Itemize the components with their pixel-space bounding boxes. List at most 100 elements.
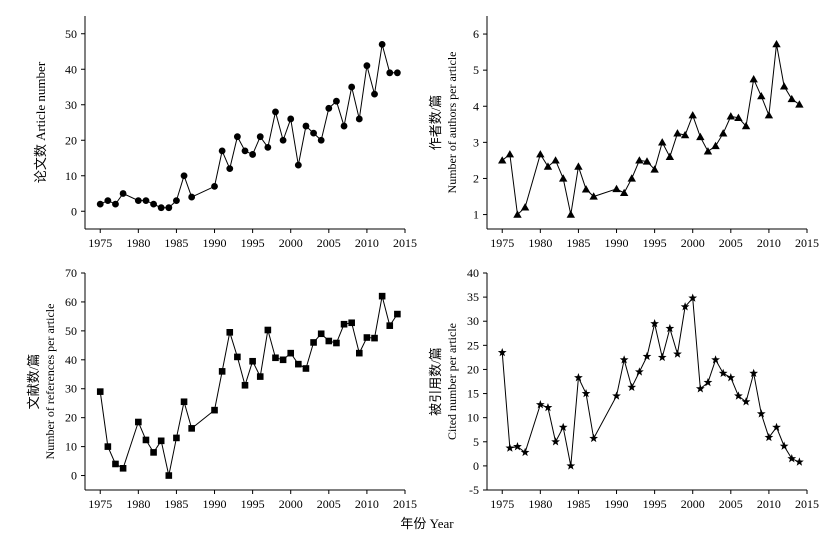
y-axis-title-cn: 被引用数/篇	[428, 347, 443, 416]
x-tick-label: 1975	[88, 497, 112, 511]
data-point	[104, 197, 112, 205]
data-point	[378, 292, 386, 300]
data-point	[142, 197, 150, 205]
y-axis-title-en: Number of references per article	[43, 304, 57, 460]
data-point	[513, 442, 522, 451]
data-point	[150, 449, 157, 456]
data-point	[726, 373, 736, 382]
data-point	[551, 156, 560, 164]
data-point	[363, 62, 371, 70]
data-point	[287, 349, 295, 357]
x-tick-label: 2010	[757, 497, 781, 511]
data-point	[310, 129, 317, 137]
data-point	[333, 339, 340, 347]
data-point	[348, 83, 356, 91]
data-point	[135, 418, 142, 426]
data-point	[589, 192, 598, 200]
data-point	[96, 388, 104, 395]
data-point	[566, 461, 576, 470]
data-point	[157, 204, 165, 212]
data-point	[795, 100, 804, 108]
y-tick-label: 2	[473, 171, 479, 185]
data-point	[386, 69, 394, 77]
y-tick-label: 0	[71, 204, 77, 218]
data-point	[680, 130, 690, 139]
data-point	[619, 188, 629, 197]
data-point	[378, 41, 386, 48]
data-point	[612, 184, 621, 193]
data-point	[635, 367, 644, 376]
data-point	[279, 136, 287, 144]
data-point	[104, 443, 112, 450]
data-point	[619, 355, 629, 364]
data-point	[650, 319, 659, 328]
data-point	[642, 157, 652, 165]
x-tick-label: 1995	[241, 236, 265, 250]
data-point	[734, 391, 743, 400]
y-tick-label: 30	[65, 98, 77, 112]
data-point	[226, 329, 234, 336]
data-point	[157, 437, 165, 445]
series-line	[501, 44, 800, 216]
data-point	[749, 74, 758, 83]
data-point	[505, 443, 515, 452]
data-point	[394, 310, 401, 318]
data-point	[635, 156, 644, 164]
data-point	[787, 94, 796, 103]
data-point	[772, 39, 781, 48]
data-point	[340, 320, 348, 328]
x-tick-label: 1990	[605, 236, 629, 250]
x-tick-label: 2010	[757, 236, 781, 250]
data-point	[680, 302, 690, 311]
data-point	[543, 402, 553, 412]
data-point	[355, 349, 363, 357]
data-point	[272, 354, 279, 362]
x-tick-label: 1980	[528, 236, 552, 250]
x-tick-label: 1975	[490, 497, 514, 511]
data-point	[650, 165, 659, 173]
data-point	[325, 337, 333, 345]
y-tick-label: 5	[473, 63, 479, 77]
data-point	[218, 368, 226, 375]
data-point	[718, 368, 728, 378]
y-tick-label: 10	[65, 169, 77, 183]
y-tick-label: -5	[469, 483, 479, 497]
data-point	[558, 174, 568, 182]
data-point	[173, 434, 180, 442]
x-tick-label: 1990	[203, 236, 227, 250]
data-point	[779, 82, 789, 90]
data-point	[241, 381, 249, 389]
x-tick-label: 1985	[566, 236, 590, 250]
data-point	[764, 111, 774, 119]
x-axis-title: 年份 Year	[400, 516, 454, 531]
data-point	[558, 422, 568, 432]
y-tick-label: 60	[65, 295, 77, 309]
x-tick-label: 2000	[279, 236, 303, 250]
data-point	[673, 129, 682, 137]
data-point	[741, 397, 751, 406]
data-point	[764, 432, 774, 442]
data-point	[703, 147, 713, 155]
data-point	[134, 197, 142, 205]
data-point	[520, 447, 530, 457]
data-point	[180, 398, 188, 406]
data-point	[264, 326, 272, 334]
data-point	[371, 334, 378, 342]
data-point	[233, 133, 241, 141]
y-axis-title-en: Number of authors per article	[445, 52, 459, 194]
y-tick-label: 50	[65, 324, 77, 338]
data-point	[574, 162, 583, 170]
data-point	[741, 121, 751, 130]
y-tick-label: 6	[473, 27, 479, 41]
data-point	[665, 152, 675, 160]
data-point	[325, 104, 333, 112]
data-point	[165, 472, 173, 479]
data-point	[340, 122, 348, 130]
data-point	[756, 409, 766, 418]
data-point	[498, 156, 507, 164]
data-point	[241, 147, 249, 155]
x-tick-label: 1985	[566, 497, 590, 511]
data-point	[317, 136, 325, 144]
y-tick-label: 40	[467, 266, 479, 280]
y-tick-label: 5	[473, 435, 479, 449]
